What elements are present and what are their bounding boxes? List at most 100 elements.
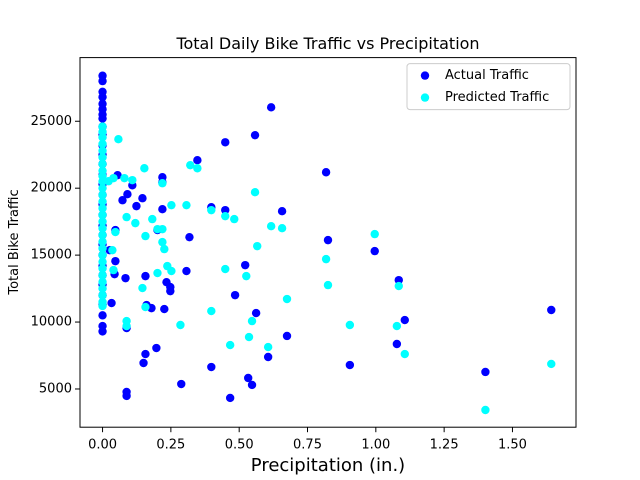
scatter-point (98, 230, 107, 240)
scatter-point (221, 138, 230, 147)
scatter-point (230, 214, 239, 224)
scatter-point (141, 349, 150, 359)
scatter-point (122, 321, 131, 331)
scatter-point (107, 298, 116, 308)
scatter-point (108, 245, 117, 255)
scatter-point (247, 380, 257, 390)
scatter-point (153, 268, 162, 278)
scatter-point (138, 194, 147, 203)
legend-marker (420, 71, 430, 80)
scatter-point (98, 257, 107, 267)
scatter-point (207, 306, 216, 316)
legend-marker (420, 93, 430, 102)
scatter-point (392, 339, 402, 349)
scatter-point (282, 294, 292, 304)
scatter-point (98, 327, 107, 336)
scatter-point (98, 237, 107, 246)
scatter-point (253, 241, 262, 251)
scatter-point (240, 260, 250, 270)
scatter-point (345, 320, 355, 330)
scatter-point (131, 218, 140, 228)
scatter-point (128, 175, 137, 185)
scatter-point (140, 164, 149, 173)
scatter-point (98, 210, 107, 220)
scatter-point (122, 391, 131, 401)
x-tick-label: 1.25 (430, 438, 459, 453)
scatter-point (186, 160, 195, 170)
chart-title: Total Daily Bike Traffic vs Precipitatio… (175, 34, 479, 53)
scatter-point (138, 283, 147, 293)
scatter-point (98, 146, 107, 155)
scatter-point (122, 212, 131, 222)
x-tick-label: 0.50 (225, 438, 254, 453)
scatter-point (160, 304, 169, 314)
legend: Actual Traffic Predicted Traffic (406, 63, 571, 111)
scatter-point (98, 133, 107, 142)
scatter-point (152, 343, 161, 353)
scatter-point (98, 250, 107, 260)
scatter-point (182, 266, 191, 276)
scatter-point (225, 340, 235, 350)
y-tick-label: 25000 (31, 114, 72, 129)
scatter-point (158, 237, 167, 247)
scatter-point (98, 177, 107, 186)
scatter-point (221, 211, 230, 221)
scatter-point (266, 103, 276, 112)
scatter-point (394, 281, 403, 291)
x-tick-label: 0.75 (293, 438, 322, 453)
scatter-point (193, 156, 202, 165)
scatter-point (321, 168, 331, 177)
scatter-point (481, 405, 490, 415)
scatter-point (139, 358, 148, 368)
scatter-point (282, 331, 292, 341)
scatter-point (242, 271, 251, 281)
scatter-point (323, 280, 333, 290)
scatter-point (123, 190, 132, 199)
scatter-point (98, 159, 107, 169)
scatter-point (104, 177, 113, 186)
scatter-point (118, 196, 127, 205)
scatter-point (400, 315, 409, 325)
scatter-point (221, 205, 230, 215)
scatter-point (98, 284, 107, 293)
scatter-point (230, 290, 240, 300)
scatter-point (98, 197, 107, 206)
scatter-point (98, 224, 107, 233)
legend-label: Predicted Traffic (445, 90, 549, 105)
scatter-point (250, 188, 260, 197)
x-tick-label: 1.00 (361, 438, 390, 453)
scatter-point (98, 270, 107, 280)
scatter-point (176, 320, 185, 330)
scatter-point (221, 264, 230, 274)
scatter-point (98, 204, 107, 213)
scatter-point (158, 224, 167, 234)
scatter-point (132, 201, 141, 211)
scatter-point (141, 271, 150, 281)
scatter-point (111, 227, 120, 237)
scatter-point (177, 379, 186, 389)
scatter-point (148, 214, 157, 224)
scatter-point (370, 229, 379, 239)
scatter-point (120, 173, 129, 183)
y-tick-label: 20000 (31, 181, 72, 196)
scatter-point (193, 164, 202, 173)
scatter-point (207, 205, 216, 215)
y-tick-label: 5000 (39, 381, 72, 396)
scatter-point (109, 265, 118, 275)
scatter-point (321, 254, 331, 264)
scatter-point (167, 200, 176, 210)
y-axis-label: Total Bike Traffic (7, 189, 22, 295)
scatter-point (98, 153, 107, 162)
scatter-point (547, 305, 556, 315)
scatter-point (251, 308, 261, 318)
scatter-point (98, 301, 107, 311)
scatter-point (207, 362, 216, 372)
scatter-point (400, 349, 409, 359)
scatter-point (277, 224, 287, 233)
scatter-point (481, 367, 490, 377)
scatter-point (98, 311, 107, 320)
scatter-point (392, 321, 402, 331)
scatter-point (277, 207, 287, 216)
scatter-point (141, 231, 150, 241)
